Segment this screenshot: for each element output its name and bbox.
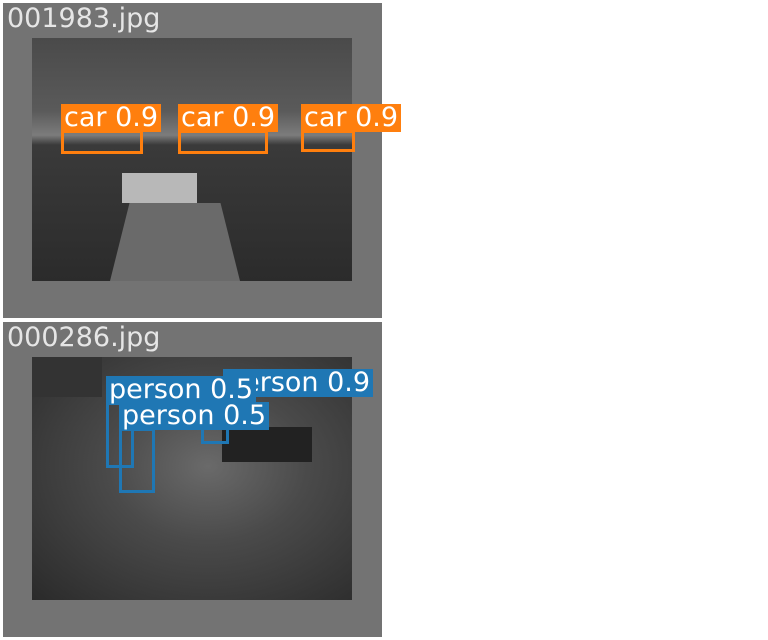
car-bounding-box: [178, 130, 268, 154]
thermal-image: [32, 38, 352, 281]
detection-label: person 0.5: [119, 402, 270, 430]
detection-label: car 0.9: [301, 104, 402, 132]
panel-filename: 001983.jpg: [7, 3, 161, 34]
car-bounding-box: [61, 130, 143, 154]
detection-panel-2: 000286.jpg person 0.9 person 0.5 person …: [3, 322, 382, 637]
person-bounding-box: [119, 428, 155, 493]
car-bounding-box: [301, 130, 355, 152]
panel-filename: 000286.jpg: [7, 322, 161, 353]
detection-label: car 0.9: [178, 104, 279, 132]
detection-label: car 0.9: [61, 104, 162, 132]
detection-label: person 0.5: [106, 376, 257, 404]
detection-panel-1: 001983.jpg car 0.9 car 0.9 car 0.9: [3, 3, 402, 318]
